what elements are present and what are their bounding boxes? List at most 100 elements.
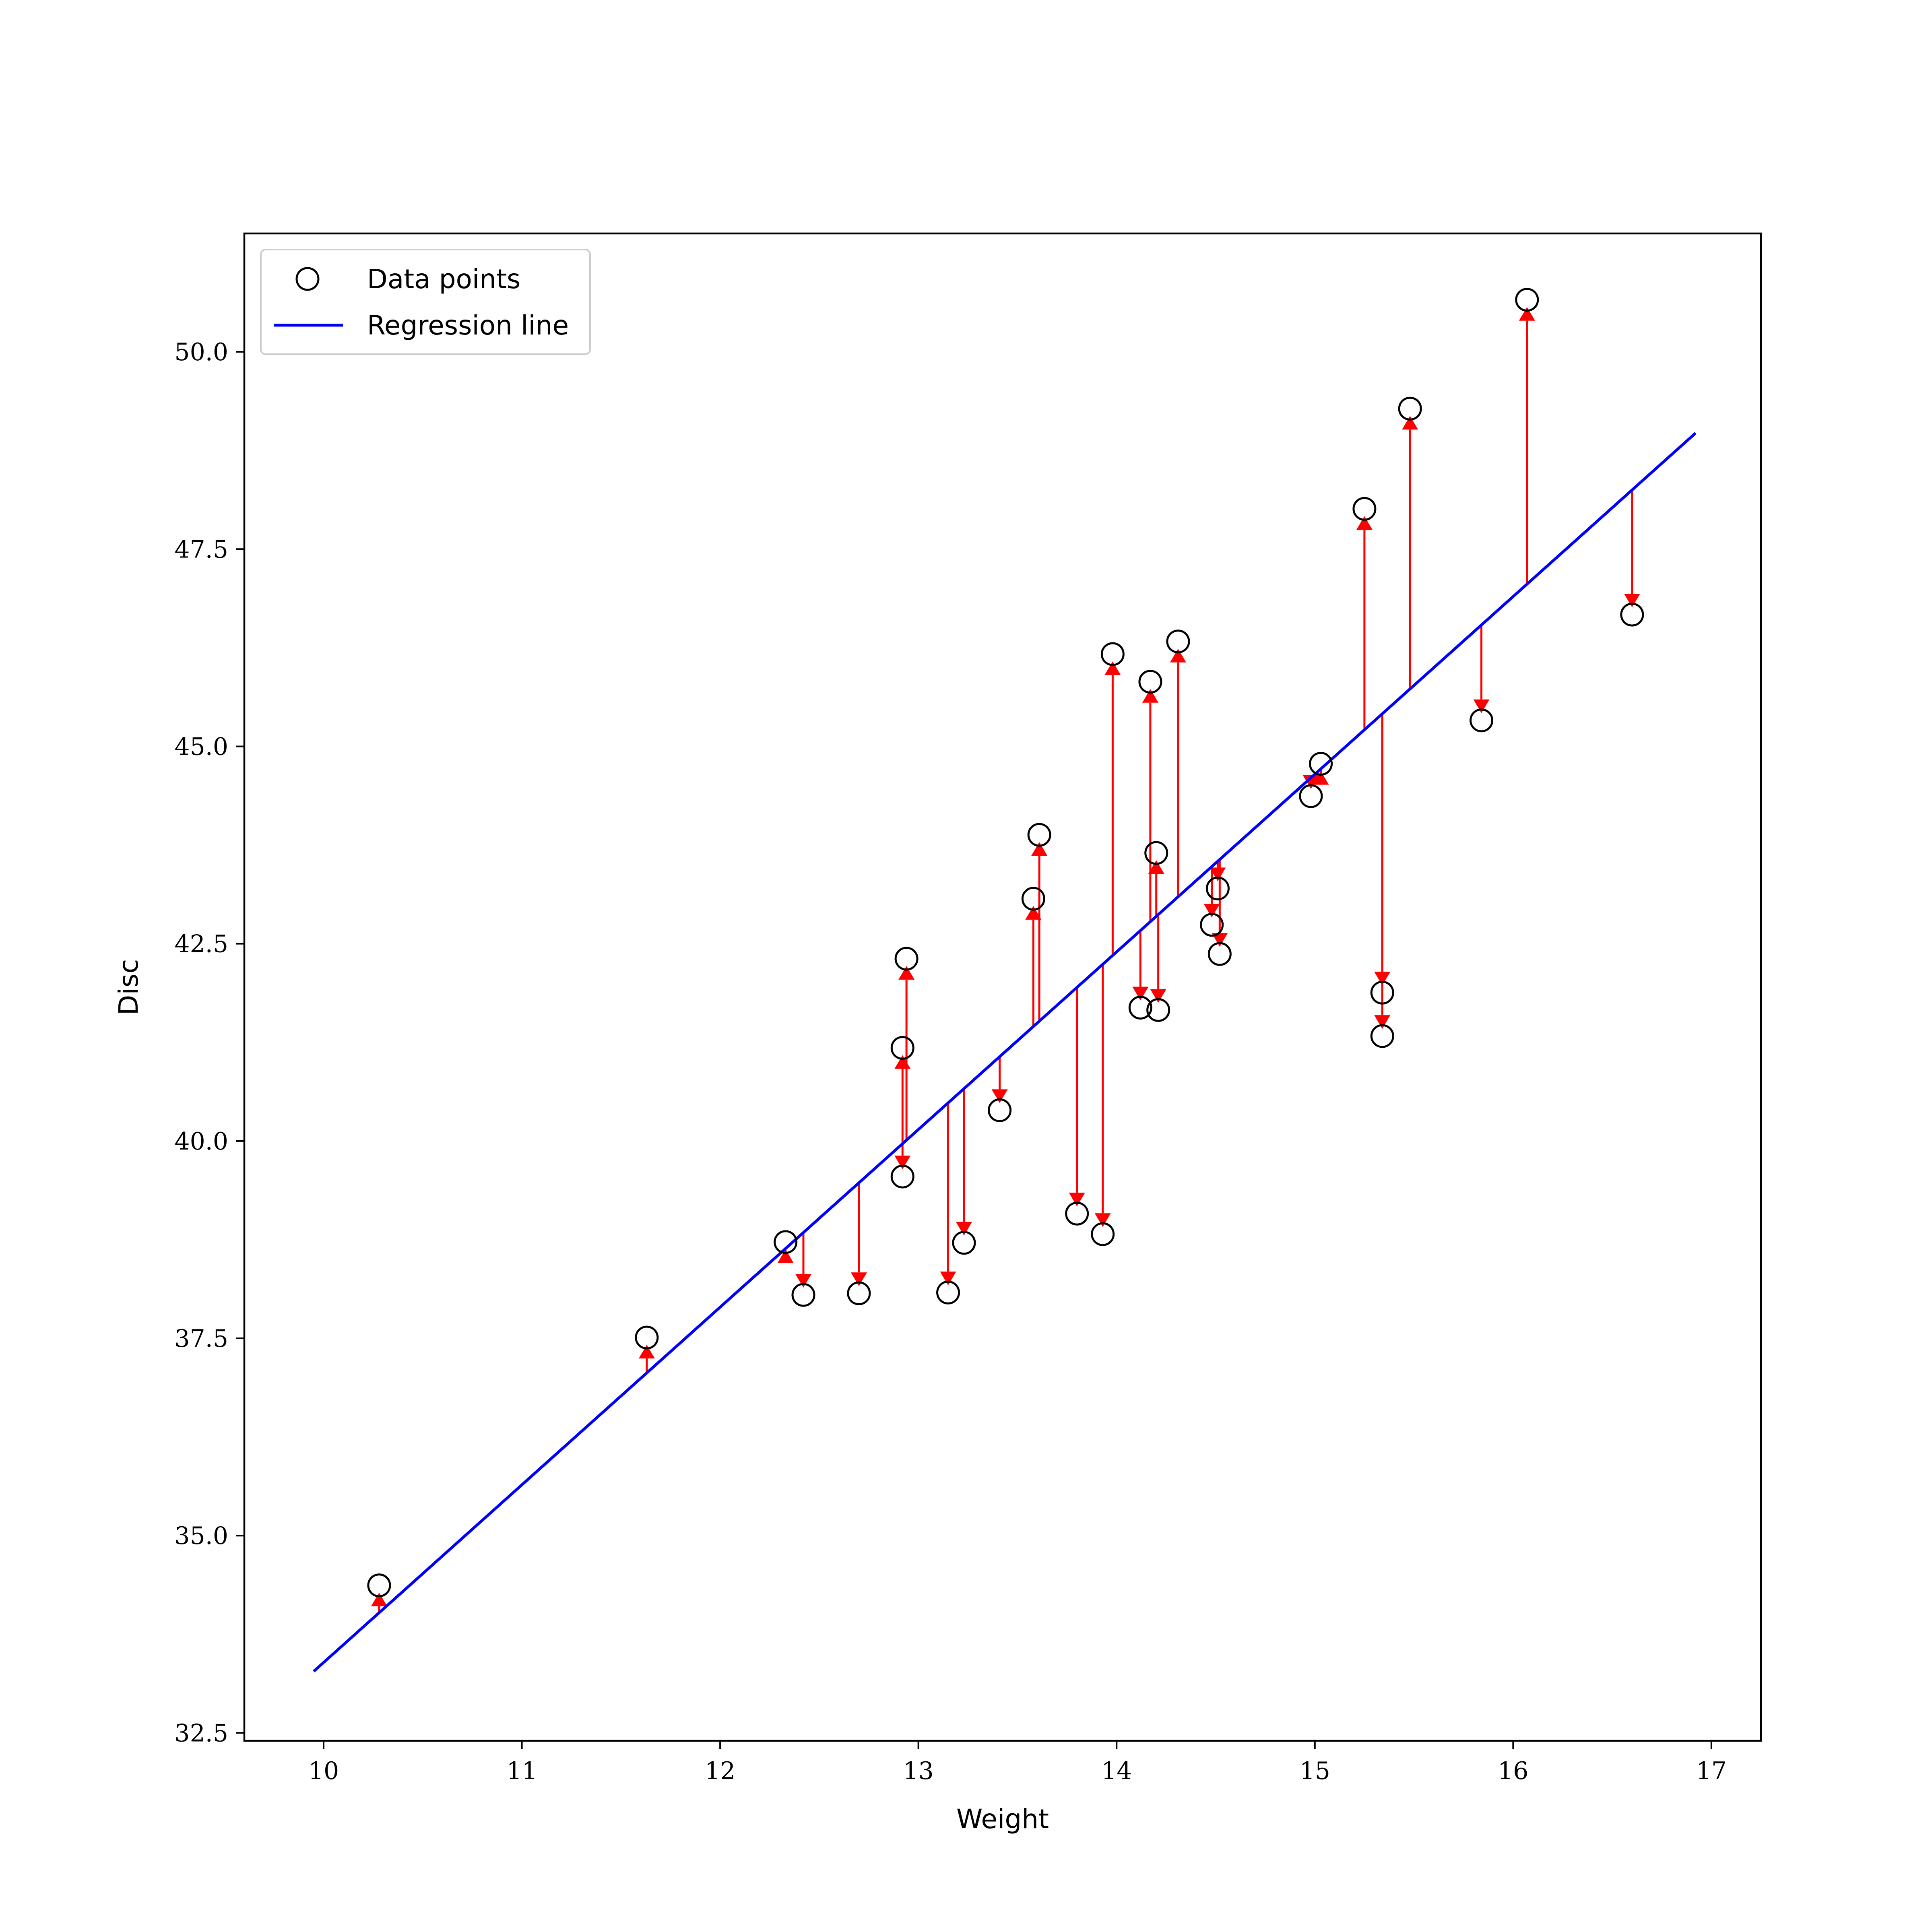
regression-line xyxy=(313,432,1697,1673)
data-point xyxy=(890,1036,914,1060)
data-points xyxy=(367,288,1644,1598)
residual-arrow xyxy=(1094,964,1111,1227)
data-point xyxy=(1091,1222,1115,1246)
residual-arrow xyxy=(956,1088,972,1236)
data-point xyxy=(1370,980,1394,1005)
residual-arrowhead xyxy=(1374,1015,1391,1029)
data-point xyxy=(774,1230,798,1254)
data-point xyxy=(1144,841,1168,865)
x-tick-label: 16 xyxy=(1498,1757,1528,1785)
residual-arrow xyxy=(1519,307,1535,584)
residual-arrow xyxy=(1170,648,1186,897)
data-point xyxy=(1100,642,1125,666)
regression-line-group xyxy=(313,432,1697,1673)
data-point xyxy=(1065,1201,1089,1226)
y-tick-label: 35.0 xyxy=(174,1522,228,1550)
residual-arrowhead xyxy=(1148,860,1164,874)
x-tick-label: 17 xyxy=(1696,1757,1727,1785)
residual-arrowhead xyxy=(1069,1193,1085,1207)
residual-arrowhead xyxy=(1624,594,1640,608)
residual-arrowhead xyxy=(1094,1213,1111,1227)
residual-arrow xyxy=(1374,714,1391,1029)
residual-arrowhead xyxy=(1031,842,1048,856)
residual-arrowhead xyxy=(956,1222,972,1236)
residual-arrow xyxy=(1132,930,1149,1001)
data-point xyxy=(1352,497,1377,521)
data-point xyxy=(1146,998,1170,1022)
x-tick-label: 11 xyxy=(506,1757,537,1785)
residual-arrow xyxy=(638,1345,655,1373)
residual-arrow xyxy=(1025,906,1042,1027)
residual-arrow xyxy=(940,1103,956,1286)
data-point xyxy=(1138,670,1162,694)
data-point xyxy=(1027,823,1051,847)
data-point xyxy=(791,1283,815,1307)
y-axis-label: Disc xyxy=(113,959,144,1016)
residual-arrow xyxy=(1313,769,1329,785)
data-point xyxy=(1299,784,1323,808)
data-point xyxy=(890,1164,914,1189)
residual-arrowhead xyxy=(898,966,915,980)
residual-arrowhead xyxy=(940,1271,956,1286)
residual-arrowhead xyxy=(1210,867,1226,881)
residual-arrow xyxy=(1031,842,1048,1022)
residual-arrow xyxy=(1473,625,1490,713)
y-tick-label: 45.0 xyxy=(174,733,228,761)
residual-arrow xyxy=(991,1057,1008,1103)
x-tick-label: 13 xyxy=(903,1757,933,1785)
residual-arrowhead xyxy=(1142,689,1158,703)
residual-arrow xyxy=(850,1183,867,1286)
data-point xyxy=(635,1325,659,1350)
residual-arrow xyxy=(1402,416,1418,689)
data-point xyxy=(1208,942,1232,966)
y-tick-label: 40.0 xyxy=(174,1127,228,1156)
x-axis-ticks: 10 11 12 13 14 15 16 17 xyxy=(308,1741,1727,1785)
x-tick-label: 10 xyxy=(308,1757,339,1785)
residual-arrow xyxy=(1212,859,1228,947)
plot-frame xyxy=(243,232,1762,1742)
residual-arrowhead xyxy=(638,1345,655,1359)
data-point xyxy=(1398,396,1422,421)
residual-arrow xyxy=(777,1248,794,1263)
residual-arrow xyxy=(1148,860,1164,916)
residual-arrow xyxy=(1069,987,1085,1207)
residual-arrowhead xyxy=(1356,516,1373,530)
residual-arrow xyxy=(1624,490,1640,608)
residual-arrowhead xyxy=(371,1592,387,1606)
y-tick-label: 47.5 xyxy=(174,535,228,564)
residual-arrowhead xyxy=(1473,699,1490,713)
data-point xyxy=(1166,630,1190,654)
y-axis-ticks: 32.5 35.0 37.5 40.0 42.5 45.0 47.5 50.0 xyxy=(174,338,244,1747)
data-point xyxy=(1200,913,1224,937)
data-point xyxy=(1205,876,1230,900)
residual-arrowhead xyxy=(1519,307,1535,321)
residual-arrowhead xyxy=(777,1249,794,1263)
data-point xyxy=(847,1281,871,1305)
x-tick-label: 14 xyxy=(1101,1757,1132,1785)
residual-arrow xyxy=(1142,689,1158,922)
data-point xyxy=(936,1280,960,1305)
data-point xyxy=(1370,1024,1394,1048)
y-tick-label: 42.5 xyxy=(174,930,228,958)
data-point xyxy=(1515,288,1539,312)
data-point xyxy=(988,1098,1012,1122)
legend-box xyxy=(260,249,591,355)
data-point xyxy=(894,947,919,971)
residual-arrowhead xyxy=(1150,989,1166,1003)
residual-arrowhead xyxy=(894,1156,911,1170)
data-point xyxy=(952,1231,976,1255)
residual-arrowhead xyxy=(1402,416,1418,430)
residual-arrowhead xyxy=(1170,648,1186,663)
residual-arrow xyxy=(1150,914,1166,1003)
data-point xyxy=(1470,708,1494,733)
residual-arrow xyxy=(1104,661,1121,956)
y-tick-label: 37.5 xyxy=(174,1325,228,1353)
residual-arrowhead xyxy=(1132,987,1149,1001)
residual-arrowhead xyxy=(850,1272,867,1286)
x-axis-label: Weight xyxy=(956,1804,1049,1835)
residual-arrowhead xyxy=(1212,933,1228,947)
residual-arrowhead xyxy=(1025,906,1042,920)
residual-arrow xyxy=(1356,516,1373,730)
data-point xyxy=(1128,995,1152,1020)
